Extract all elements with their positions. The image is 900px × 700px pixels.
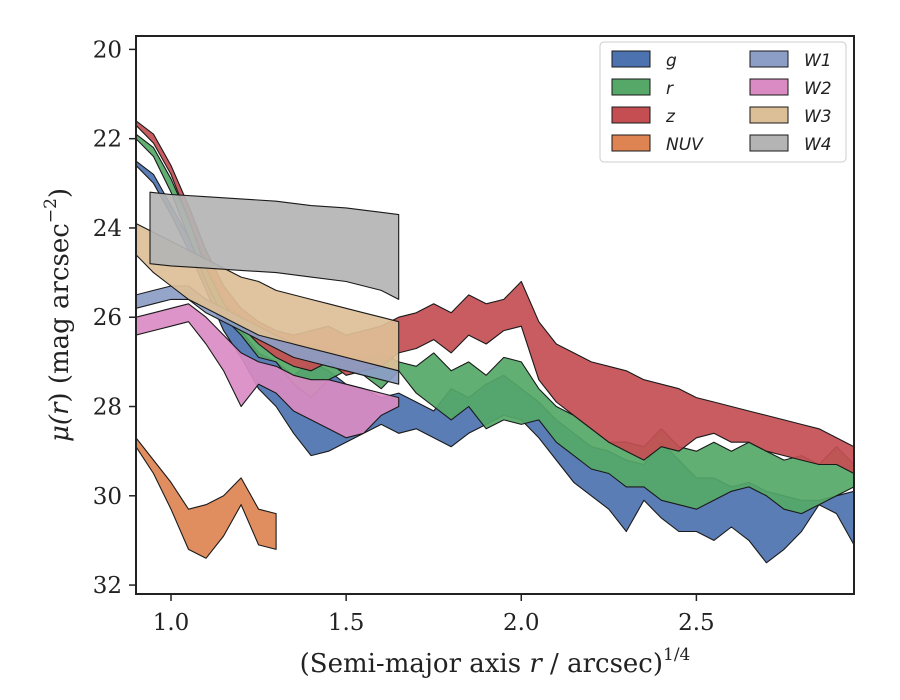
band-w4 <box>149 191 400 300</box>
band-w2 <box>136 303 400 439</box>
legend-label-z: z <box>665 107 676 127</box>
legend-swatch-nuv <box>611 134 651 152</box>
y-axis-label: μ(r) (mag arcsec−2) <box>41 188 75 442</box>
legend-label-w3: W3 <box>804 107 832 127</box>
x-tick-label: 2.5 <box>678 610 715 636</box>
legend-swatch-w1 <box>749 50 789 68</box>
x-tick-label: 1.5 <box>328 610 365 636</box>
y-axis: 20 22 24 26 28 30 32 <box>93 37 136 599</box>
x-tick-label: 1.0 <box>153 610 190 636</box>
legend-label-w4: W4 <box>804 135 832 155</box>
plot-frame <box>135 35 855 595</box>
legend-swatch-z <box>611 106 651 124</box>
y-tick-label: 22 <box>93 127 122 153</box>
legend-swatch-w3 <box>749 106 789 124</box>
x-axis: 1.0 1.5 2.0 2.5 <box>153 594 715 636</box>
legend-swatch-w2 <box>749 78 789 96</box>
band-nuv <box>136 437 277 559</box>
y-tick-label: 20 <box>93 37 122 63</box>
legend-label-w1: W1 <box>804 51 832 71</box>
y-tick-label: 24 <box>93 216 122 242</box>
y-tick-label: 30 <box>93 484 122 510</box>
y-tick-label: 32 <box>93 573 122 599</box>
legend-label-g: g <box>666 51 677 71</box>
legend-label-r: r <box>666 79 674 99</box>
y-tick-label: 26 <box>93 305 122 331</box>
legend-label-w2: W2 <box>804 79 832 99</box>
y-tick-label: 28 <box>93 395 122 421</box>
legend-swatch-g <box>611 50 651 68</box>
x-tick-label: 2.0 <box>503 610 540 636</box>
legend-label-nuv: NUV <box>666 135 704 155</box>
bands-layer <box>136 120 854 564</box>
legend-swatch-w4 <box>749 134 789 152</box>
legend: grz NUV W1 W2 W3 W4 <box>599 41 847 163</box>
legend-box <box>599 41 847 163</box>
x-axis-label: (Semi-major axis r / arcsec)1/4 <box>300 645 691 679</box>
legend-swatch-r <box>611 78 651 96</box>
